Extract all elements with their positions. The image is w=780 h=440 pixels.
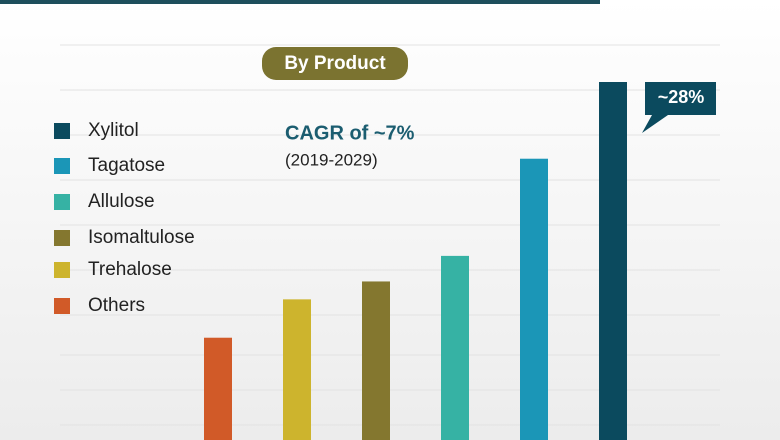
legend-label: Allulose (88, 191, 155, 212)
legend-label: Xylitol (88, 120, 139, 141)
period: (2019-2029) (285, 150, 378, 169)
top-band (0, 0, 600, 4)
legend-label: Others (88, 295, 145, 316)
value-label: ~28% (658, 87, 705, 107)
legend-swatch (54, 262, 70, 278)
bar (441, 255, 469, 440)
legend-swatch (54, 194, 70, 210)
legend-swatch (54, 298, 70, 314)
bar (599, 82, 627, 440)
bar (204, 337, 232, 440)
title-badge (262, 47, 408, 80)
bar (283, 299, 311, 440)
legend-swatch (54, 123, 70, 139)
legend-label: Isomaltulose (88, 227, 195, 248)
legend-swatch (54, 230, 70, 246)
cagr: CAGR of ~7% (285, 122, 415, 144)
bar (362, 281, 390, 440)
callout (642, 82, 716, 133)
chart-title: By Product (284, 53, 386, 74)
legend-label: Trehalose (88, 259, 172, 280)
legend-swatch (54, 158, 70, 174)
legend-label: Tagatose (88, 155, 165, 176)
bar (520, 158, 548, 440)
